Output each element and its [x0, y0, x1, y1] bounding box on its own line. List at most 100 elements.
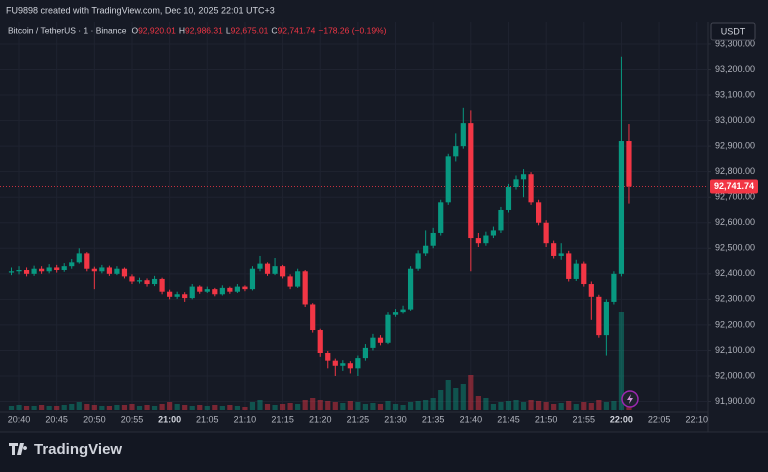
candle-body — [370, 337, 376, 348]
volume-bar — [543, 402, 549, 410]
volume-bar — [54, 406, 60, 410]
candle-body — [99, 267, 105, 272]
candle-body — [543, 222, 549, 244]
logo-text: TradingView — [34, 441, 122, 458]
volume-pane — [8, 312, 632, 410]
volume-bar — [423, 400, 429, 410]
legend-value: 92,920.01 — [138, 25, 176, 35]
candle-body — [325, 353, 331, 361]
candle-body — [136, 280, 143, 282]
candle-body — [415, 253, 421, 269]
x-tick-label: 20:45 — [45, 414, 68, 424]
volume-bar — [84, 404, 90, 410]
volume-bar — [581, 402, 587, 410]
candle-body — [295, 271, 301, 287]
volume-bar — [325, 401, 331, 410]
y-tick-label: 91,900.00 — [715, 396, 755, 406]
candle-body — [423, 245, 429, 254]
candle-body — [46, 267, 52, 272]
y-tick-label: 92,700.00 — [715, 192, 755, 202]
volume-bar — [264, 404, 271, 410]
candle-body — [362, 347, 369, 359]
candle-body — [39, 268, 45, 272]
x-tick-label: 21:35 — [422, 414, 445, 424]
candle-body — [8, 271, 15, 273]
volume-bar — [23, 406, 30, 410]
volume-bar — [490, 404, 497, 410]
x-tick-label: 22:10 — [685, 414, 708, 424]
candle-body — [611, 273, 617, 302]
candle-body — [490, 230, 497, 236]
logo-mark — [9, 443, 28, 455]
volume-bar — [39, 405, 45, 410]
candle-body — [581, 263, 587, 285]
y-tick-label: 92,600.00 — [715, 217, 755, 227]
legend-key: O — [131, 25, 138, 35]
volume-bar — [370, 403, 376, 410]
volume-bar — [16, 405, 22, 410]
volume-bar — [415, 401, 421, 410]
volume-bar — [129, 404, 135, 410]
watermark: FU9898 created with TradingView.com, Dec… — [6, 5, 275, 15]
symbol: Bitcoin / TetherUS · 1 · Binance — [8, 25, 127, 35]
volume-bar — [520, 402, 527, 410]
candle-body — [520, 174, 527, 180]
x-tick-label: 21:30 — [384, 414, 407, 424]
candle-body — [392, 312, 399, 315]
volume-bar — [174, 404, 180, 410]
volume-bar — [242, 407, 248, 410]
volume-bar — [400, 405, 406, 410]
x-tick-label: 21:50 — [535, 414, 558, 424]
y-tick-label: 92,800.00 — [715, 166, 755, 176]
candle-body — [227, 287, 233, 292]
candle-body — [438, 202, 444, 233]
candle-body — [505, 186, 512, 210]
volume-bar — [551, 404, 557, 410]
volume-bar — [272, 405, 278, 410]
chart-pane — [0, 0, 768, 432]
volume-bar — [430, 398, 436, 410]
candle-body — [430, 232, 436, 246]
y-tick-label: 92,400.00 — [715, 268, 755, 278]
candle-body — [588, 284, 594, 297]
candle-body — [61, 266, 67, 270]
legend-change: −178.26 (−0.19%) — [318, 25, 386, 35]
legend-key: C — [271, 25, 277, 35]
volume-bar — [189, 406, 195, 410]
legend-key: L — [226, 25, 231, 35]
candle-body — [460, 123, 466, 147]
event-icon-bolt — [627, 394, 633, 404]
candle-body — [536, 202, 542, 223]
volume-bar — [159, 404, 165, 410]
volume-bar — [302, 400, 308, 410]
x-tick-label: 21:25 — [347, 414, 370, 424]
candle-body — [468, 123, 474, 239]
y-tick-label: 92,200.00 — [715, 319, 755, 329]
candle-body — [174, 294, 180, 297]
candle-body — [159, 278, 165, 292]
volume-bar — [167, 402, 173, 410]
candle-body — [204, 289, 210, 292]
candle-body — [76, 253, 82, 263]
y-tick-label: 92,000.00 — [715, 370, 755, 380]
legend-key: H — [179, 25, 185, 35]
volume-bar — [596, 400, 602, 410]
candle-body — [16, 269, 22, 272]
volume-bar — [483, 398, 489, 410]
x-tick-label: 20:55 — [121, 414, 144, 424]
candle-body — [498, 209, 504, 231]
candle-body — [573, 263, 579, 279]
y-tick-label: 93,200.00 — [715, 64, 755, 74]
price-label: 92,741.74 — [714, 181, 754, 191]
volume-bar — [76, 402, 82, 410]
y-tick-label: 92,300.00 — [715, 294, 755, 304]
candle-body — [121, 268, 128, 277]
volume-bar — [182, 405, 188, 410]
volume-bar — [603, 402, 609, 410]
candle-body — [355, 358, 361, 369]
candle-body — [287, 276, 293, 287]
volume-bar — [144, 405, 150, 410]
axes: 91,900.00 92,000.00 92,100.00 92,200.00 92,3… — [8, 38, 758, 424]
volume-bar — [151, 406, 158, 410]
